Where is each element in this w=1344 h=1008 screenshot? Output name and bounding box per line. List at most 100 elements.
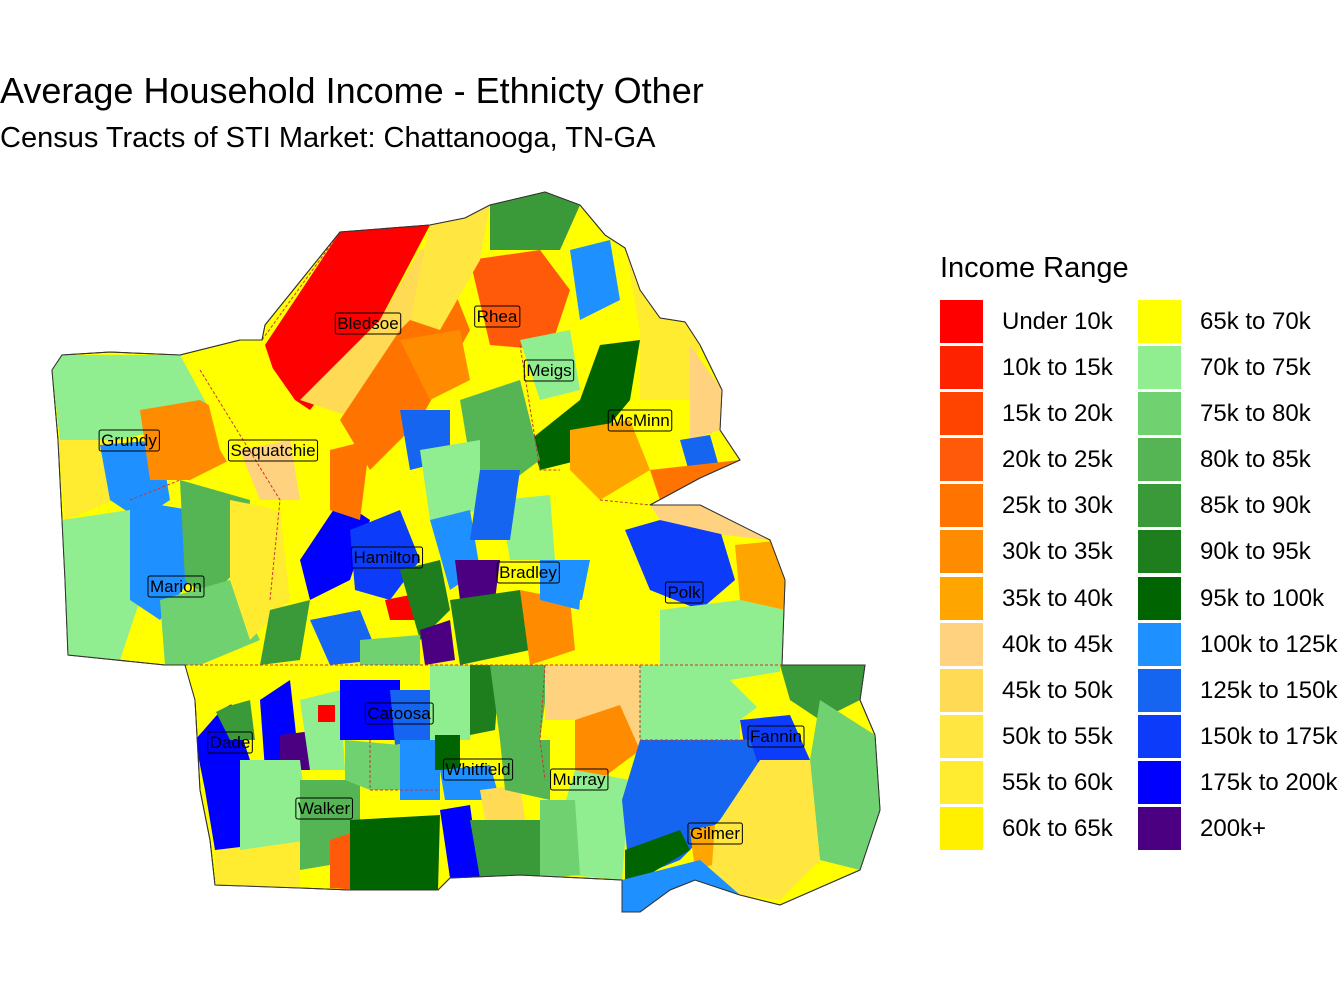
legend-item: 15k to 20k bbox=[940, 392, 1150, 438]
legend-label: 85k to 90k bbox=[1200, 492, 1311, 520]
legend-item: 30k to 35k bbox=[940, 530, 1150, 576]
tract bbox=[300, 500, 370, 600]
tract bbox=[810, 700, 880, 870]
legend-swatch bbox=[1138, 392, 1181, 436]
tract bbox=[420, 620, 455, 665]
legend-item: 85k to 90k bbox=[1138, 484, 1344, 530]
legend-label: 90k to 95k bbox=[1200, 538, 1311, 566]
legend-swatch bbox=[940, 530, 983, 574]
tract bbox=[650, 505, 770, 540]
tract bbox=[330, 440, 370, 520]
tract bbox=[215, 700, 255, 740]
legend-column-1: Under 10k 10k to 15k 15k to 20k 20k to 25k 2… bbox=[940, 300, 1150, 853]
legend-item: 70k to 75k bbox=[1138, 346, 1344, 392]
tract bbox=[140, 400, 235, 480]
tract bbox=[345, 740, 400, 790]
tract bbox=[240, 760, 310, 850]
legend-swatch bbox=[1138, 576, 1181, 620]
tract bbox=[400, 560, 450, 640]
legend-swatch bbox=[940, 484, 983, 528]
tract bbox=[455, 560, 500, 600]
legend-item: 10k to 15k bbox=[940, 346, 1150, 392]
tract bbox=[410, 205, 490, 330]
legend-label: 75k to 80k bbox=[1200, 400, 1311, 428]
county-label-box bbox=[664, 581, 704, 604]
county-label-box bbox=[607, 409, 673, 432]
tract bbox=[500, 740, 550, 800]
legend-label: 50k to 55k bbox=[1002, 722, 1113, 750]
county-label-box bbox=[442, 758, 514, 781]
legend-swatch bbox=[940, 438, 983, 482]
legend-label: 40k to 45k bbox=[1002, 630, 1113, 658]
county-label-bradley: Bradley bbox=[499, 563, 557, 582]
county-label-box bbox=[474, 305, 521, 328]
tract bbox=[470, 250, 570, 350]
legend-label: 95k to 100k bbox=[1200, 584, 1325, 612]
legend-label: 20k to 25k bbox=[1002, 446, 1113, 474]
legend-swatch bbox=[1138, 714, 1181, 758]
legend-swatch bbox=[940, 714, 983, 758]
legend-label: 150k to 175k bbox=[1200, 722, 1338, 750]
county-label-sequatchie: Sequatchie bbox=[230, 441, 315, 460]
legend-item: 125k to 150k bbox=[1138, 668, 1344, 715]
tract bbox=[540, 800, 580, 878]
county-label-bledsoe: Bledsoe bbox=[337, 314, 398, 333]
county-label-box bbox=[227, 439, 319, 462]
chart-title: Average Household Income - Ethnicty Othe… bbox=[0, 70, 704, 111]
tract bbox=[625, 830, 690, 880]
tract bbox=[435, 735, 460, 770]
tract bbox=[185, 665, 260, 720]
county-label-box bbox=[364, 702, 434, 725]
legend-label: 70k to 75k bbox=[1200, 354, 1311, 382]
tract bbox=[520, 590, 575, 665]
county-label-meigs: Meigs bbox=[526, 361, 571, 380]
tract bbox=[240, 440, 300, 500]
legend-item: 35k to 40k bbox=[940, 576, 1150, 623]
tract bbox=[440, 805, 480, 878]
legend-label: 200k+ bbox=[1200, 815, 1267, 843]
county-labels: Bledsoe Rhea Meigs McMinn Grundy Sequatchie Ha… bbox=[98, 305, 805, 845]
tract bbox=[265, 225, 430, 410]
legend-label: Under 10k bbox=[1002, 308, 1113, 335]
tract bbox=[480, 785, 525, 820]
legend-label: 25k to 30k bbox=[1002, 492, 1113, 520]
legend-item: 80k to 85k bbox=[1138, 438, 1344, 484]
legend-swatch bbox=[940, 807, 983, 851]
legend-swatch bbox=[1138, 484, 1181, 528]
county-label-grundy: Grundy bbox=[101, 431, 157, 450]
legend-item: 75k to 80k bbox=[1138, 392, 1344, 438]
legend-swatch bbox=[1138, 300, 1181, 343]
legend-item: 100k to 125k bbox=[1138, 622, 1344, 669]
county-label-box bbox=[207, 731, 253, 754]
legend-item: 150k to 175k bbox=[1138, 714, 1344, 761]
legend-swatch bbox=[940, 622, 983, 666]
legend-item: 200k+ bbox=[1138, 807, 1344, 853]
county-label-whitfield: Whitfield bbox=[445, 760, 510, 779]
legend-swatch bbox=[1138, 346, 1181, 390]
county-label-box bbox=[687, 822, 743, 845]
tract bbox=[230, 500, 290, 640]
tract bbox=[490, 665, 550, 740]
tract bbox=[200, 350, 330, 520]
tract bbox=[735, 540, 785, 610]
legend-swatch bbox=[1138, 760, 1181, 804]
tract bbox=[660, 600, 785, 665]
tract bbox=[430, 665, 480, 740]
tract bbox=[570, 420, 650, 500]
legend-label: 60k to 65k bbox=[1002, 815, 1113, 843]
legend-label: 45k to 50k bbox=[1002, 676, 1113, 704]
tract bbox=[540, 560, 590, 610]
tract bbox=[390, 690, 430, 745]
legend-label: 80k to 85k bbox=[1200, 446, 1311, 474]
legend-item: 60k to 65k bbox=[940, 807, 1150, 853]
county-label-box bbox=[295, 797, 353, 820]
legend-swatch bbox=[940, 392, 983, 436]
tract bbox=[470, 820, 540, 878]
legend-swatch bbox=[940, 300, 983, 343]
legend-swatch bbox=[940, 346, 983, 390]
county-label-gilmer: Gilmer bbox=[690, 824, 740, 843]
county-label-box bbox=[98, 429, 160, 452]
legend-item: 90k to 95k bbox=[1138, 530, 1344, 576]
legend-item: 20k to 25k bbox=[940, 438, 1150, 484]
tract bbox=[360, 635, 420, 665]
